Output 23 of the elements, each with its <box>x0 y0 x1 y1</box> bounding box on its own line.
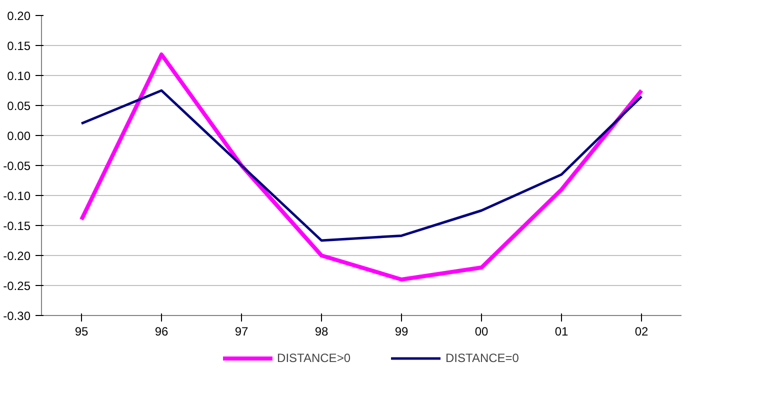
y-tick-label: -0.10 <box>3 189 31 203</box>
x-tick-label: 00 <box>474 324 488 338</box>
x-tick-label: 95 <box>74 324 88 338</box>
y-tick-label: 0.00 <box>7 129 31 143</box>
y-tick-label: -0.25 <box>3 279 31 293</box>
y-tick-label: -0.15 <box>3 219 31 233</box>
legend-label: DISTANCE=0 <box>446 351 519 365</box>
legend-label: DISTANCE>0 <box>277 351 350 365</box>
line-series <box>80 89 643 242</box>
y-tick-label: -0.30 <box>3 309 31 323</box>
y-tick-label: 0.10 <box>7 69 31 83</box>
x-tick-label: 02 <box>634 324 648 338</box>
x-tick-label: 96 <box>154 324 168 338</box>
x-tick-label: 01 <box>554 324 568 338</box>
line-series <box>80 52 644 282</box>
y-tick-label: 0.05 <box>7 99 31 113</box>
x-tick-label: 97 <box>234 324 248 338</box>
y-tick-label: 0.20 <box>7 9 31 23</box>
x-tick-label: 99 <box>394 324 408 338</box>
y-tick-label: -0.20 <box>3 249 31 263</box>
y-tick-label: -0.05 <box>3 159 31 173</box>
y-tick-label: 0.15 <box>7 39 31 53</box>
x-tick-label: 98 <box>314 324 328 338</box>
